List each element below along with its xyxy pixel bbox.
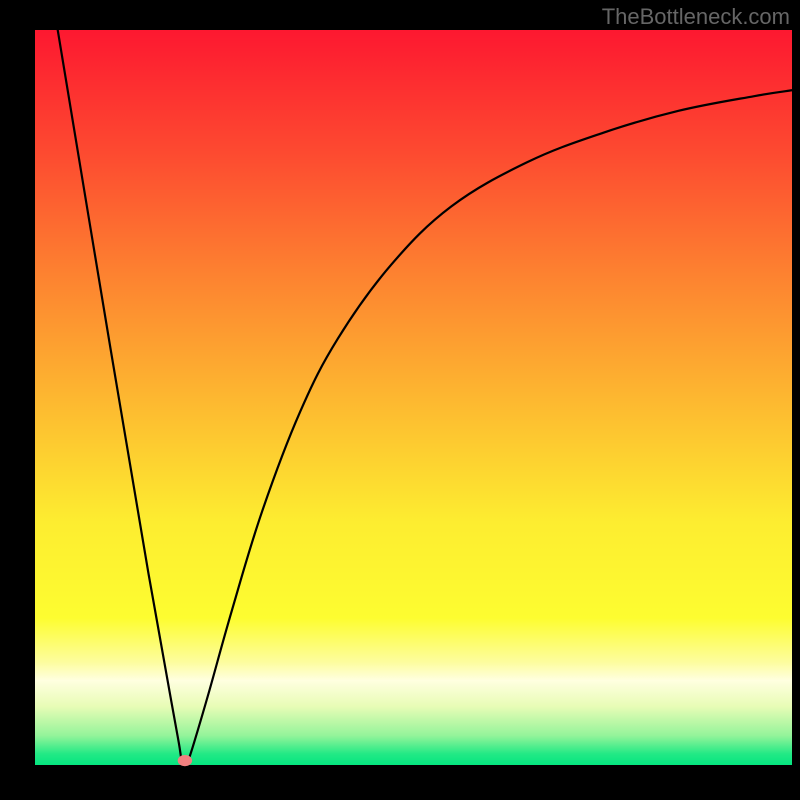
minimum-marker	[35, 30, 792, 765]
watermark-text: TheBottleneck.com	[602, 4, 790, 30]
plot-area	[35, 30, 792, 765]
figure: TheBottleneck.com	[0, 0, 800, 800]
